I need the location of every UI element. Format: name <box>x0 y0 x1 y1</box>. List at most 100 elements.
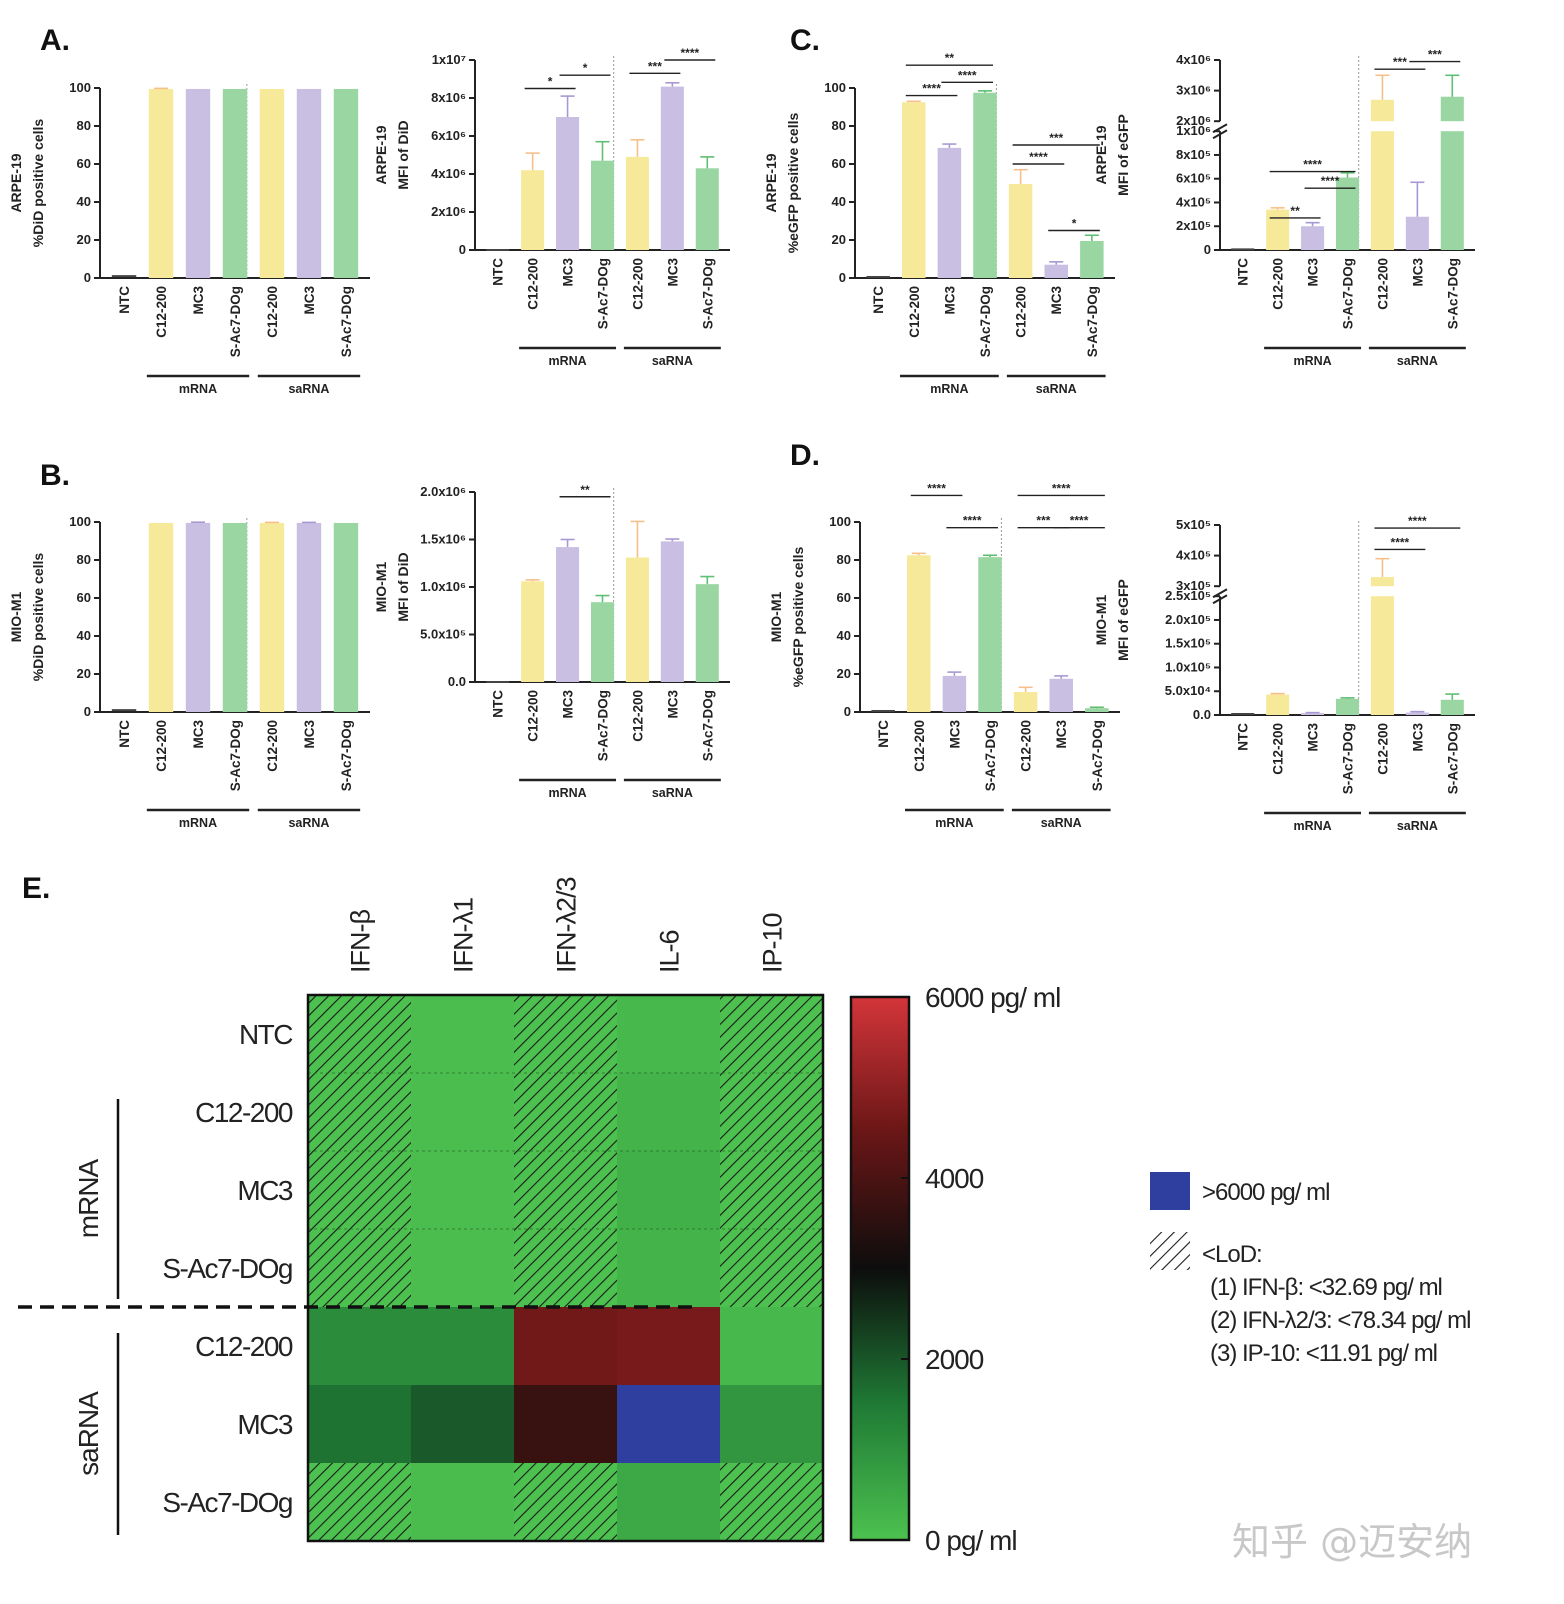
x-tick-label: NTC <box>491 690 506 718</box>
chart-D1: D. 0 20 40 60 80 100 MIO-M1 %eGFP positive cells… <box>768 439 1120 830</box>
x-tick-label: C12-200 <box>1019 720 1034 772</box>
y-axis-title: %eGFP positive cells <box>785 113 801 254</box>
x-tick-label: C12-200 <box>630 690 645 742</box>
y-tick-label: 20 <box>837 666 851 681</box>
x-tick-label: S-Ac7-DOg <box>1445 258 1460 329</box>
lod-hatch <box>720 1151 823 1229</box>
x-tick-label: C12-200 <box>912 720 927 772</box>
y-tick-label: 1.0x10⁶ <box>420 579 466 594</box>
significance-label: **** <box>963 514 982 528</box>
x-tick-label: MC3 <box>1049 286 1064 315</box>
group-label: saRNA <box>652 354 693 368</box>
heatmap-cell <box>308 1307 411 1385</box>
bar <box>1044 264 1068 278</box>
legend-above-swatch <box>1150 1172 1190 1210</box>
x-tick-label: MC3 <box>665 690 680 719</box>
group-label: mRNA <box>930 382 968 396</box>
y-tick-label: 80 <box>77 118 91 133</box>
bar <box>1370 99 1394 122</box>
panel-letter: B. <box>40 459 70 492</box>
x-tick-label: S-Ac7-DOg <box>978 286 993 357</box>
y-tick-label: 2.0x10⁵ <box>1165 612 1211 627</box>
bar <box>590 602 615 682</box>
lod-hatch <box>514 995 617 1073</box>
significance-label: **** <box>1321 174 1340 188</box>
x-tick-label: MC3 <box>665 258 680 287</box>
x-tick-label: S-Ac7-DOg <box>339 720 354 791</box>
x-tick-label: C12-200 <box>265 286 280 338</box>
group-label: saRNA <box>288 816 329 830</box>
x-tick-label: C12-200 <box>526 258 541 310</box>
x-tick-label: MC3 <box>302 286 317 315</box>
x-tick-label: MC3 <box>1054 720 1069 749</box>
significance-label: * <box>583 61 588 75</box>
colorbar-label: 4000 <box>925 1163 984 1194</box>
y-axis-title: ARPE-19 <box>8 153 24 212</box>
y-axis-title: MIO-M1 <box>8 592 24 643</box>
lod-hatch <box>308 1151 411 1229</box>
y-tick-label: 80 <box>837 552 851 567</box>
x-tick-label: NTC <box>117 286 132 314</box>
significance-label: *** <box>1036 514 1050 528</box>
bar <box>1440 699 1464 715</box>
x-tick-label: MC3 <box>1410 723 1425 752</box>
bar-lower-part <box>1370 131 1394 250</box>
group-label: saRNA <box>1036 382 1077 396</box>
lod-hatch <box>308 995 411 1073</box>
heatmap-cell <box>617 1385 720 1463</box>
y-tick-label: 60 <box>77 156 91 171</box>
chart-A2: 0 2x10⁶ 4x10⁶ 6x10⁶ 8x10⁶ 1x10⁷ ARPE-19 MFI of … <box>373 46 730 368</box>
bar <box>521 581 545 682</box>
bar <box>1440 96 1464 122</box>
y-tick-label: 4x10⁵ <box>1176 548 1211 563</box>
row-group-label: saRNA <box>73 1391 104 1476</box>
bar <box>1370 577 1394 587</box>
group-label: saRNA <box>1397 819 1438 833</box>
lod-hatch <box>514 1463 617 1541</box>
bar <box>148 88 174 278</box>
bar <box>1008 183 1033 278</box>
bar <box>185 88 211 278</box>
significance-label: **** <box>1391 535 1410 549</box>
bar <box>973 92 997 278</box>
y-tick-label: 6x10⁶ <box>431 128 466 143</box>
bar <box>1335 698 1360 715</box>
group-label: mRNA <box>935 816 973 830</box>
lod-hatch <box>720 1073 823 1151</box>
watermark: 知乎 @迈安纳 <box>1232 1520 1472 1564</box>
row-label: S-Ac7-DOg <box>162 1253 292 1284</box>
y-tick-label: 0 <box>839 270 846 285</box>
bar <box>1266 209 1290 250</box>
significance-label: ** <box>580 483 590 497</box>
bar <box>1085 708 1109 712</box>
x-tick-label: S-Ac7-DOg <box>700 258 715 329</box>
significance-label: * <box>1072 217 1077 231</box>
x-tick-label: C12-200 <box>1375 258 1390 310</box>
bar <box>695 584 719 682</box>
y-axis-title: MFI of eGFP <box>1115 579 1131 661</box>
significance-label: **** <box>680 46 699 60</box>
significance-label: **** <box>1070 514 1089 528</box>
lod-hatch <box>720 995 823 1073</box>
heatmap-cell <box>514 1385 617 1463</box>
y-tick-label: 6x10⁵ <box>1176 171 1211 186</box>
heatmap-cell <box>411 1463 514 1541</box>
heatmap-cell <box>720 1385 823 1463</box>
y-tick-label: 20 <box>77 666 91 681</box>
heatmap-border <box>306 993 825 1543</box>
bar <box>259 522 285 712</box>
y-tick-label: 60 <box>832 156 846 171</box>
y-tick-label: 0 <box>84 270 91 285</box>
heatmap-cell <box>514 1307 617 1385</box>
significance-label: *** <box>1428 48 1442 62</box>
heatmap-cell <box>617 1229 720 1307</box>
axis-break-mark <box>1212 594 1228 605</box>
y-tick-label: 40 <box>77 194 91 209</box>
bar <box>978 557 1002 712</box>
y-axis-title: ARPE-19 <box>373 125 389 184</box>
heatmap-cell <box>617 1463 720 1541</box>
legend-lod-swatch <box>1150 1232 1190 1270</box>
bar <box>695 168 719 250</box>
bar <box>1335 177 1360 250</box>
y-tick-label: 1x10⁷ <box>432 52 466 67</box>
